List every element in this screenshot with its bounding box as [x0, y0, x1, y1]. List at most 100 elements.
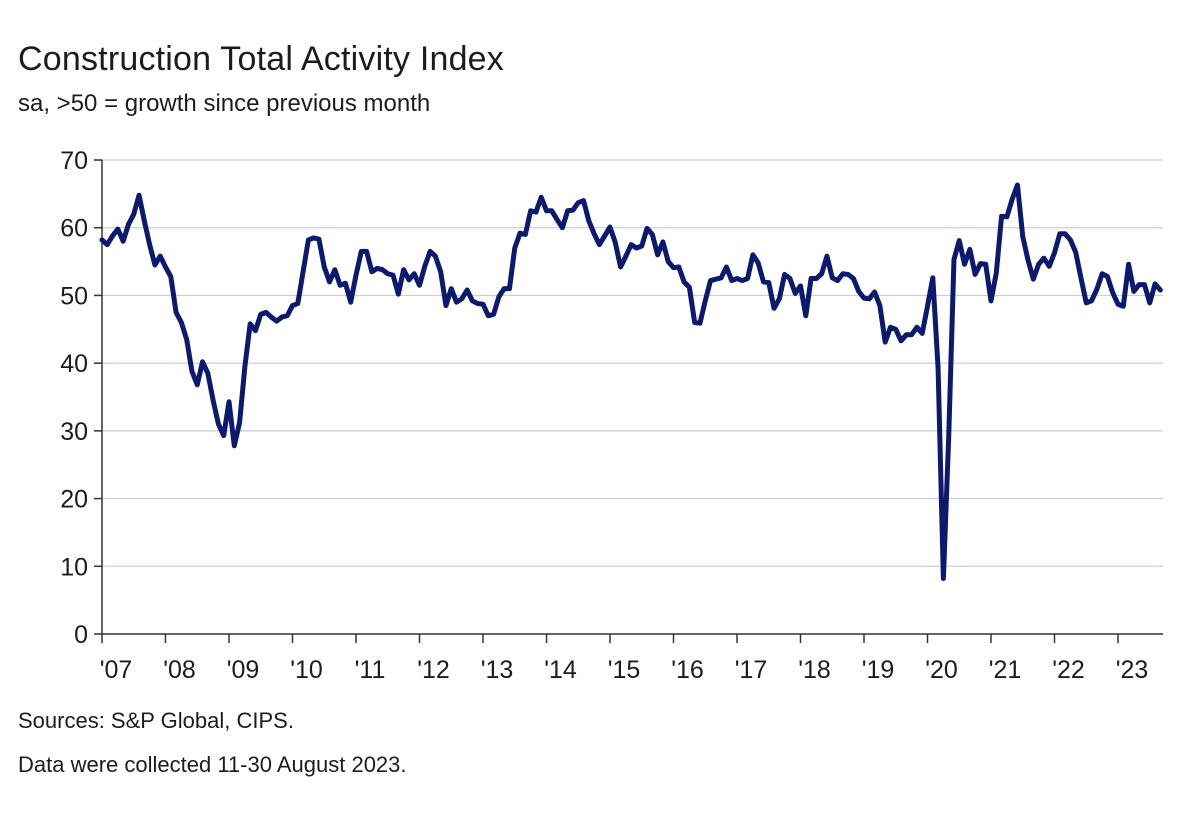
data-point	[1078, 275, 1084, 281]
data-point	[105, 242, 110, 247]
data-point	[793, 291, 798, 296]
x-tick-label: '17	[735, 656, 768, 684]
data-point	[740, 278, 745, 283]
data-point	[666, 259, 671, 264]
data-point	[374, 266, 380, 271]
data-point	[872, 289, 877, 295]
chart-title: Construction Total Activity Index	[18, 40, 504, 78]
y-tick-label: 20	[60, 486, 88, 514]
data-point	[1031, 276, 1036, 282]
data-point	[697, 320, 703, 326]
data-point	[597, 242, 602, 247]
data-point	[343, 281, 348, 286]
data-point	[221, 433, 226, 438]
x-tick-label: '07	[100, 656, 133, 684]
data-point	[142, 218, 147, 224]
data-point	[644, 226, 650, 231]
data-point	[930, 275, 935, 281]
data-point	[957, 238, 962, 243]
data-point	[226, 399, 232, 404]
data-point	[1110, 290, 1115, 295]
data-point	[1052, 250, 1057, 255]
data-point	[856, 289, 861, 294]
data-point	[1084, 300, 1089, 306]
data-point	[803, 313, 808, 318]
data-point	[152, 262, 158, 268]
data-point	[253, 328, 258, 333]
data-point	[449, 286, 454, 291]
data-point	[322, 264, 327, 270]
data-point	[115, 226, 121, 232]
data-point	[496, 294, 502, 299]
data-point	[427, 249, 433, 254]
data-point	[713, 276, 719, 282]
data-point	[1094, 287, 1100, 292]
data-point	[835, 278, 840, 283]
data-point	[549, 208, 554, 213]
x-tick-label: '21	[989, 656, 1022, 684]
x-tick-label: '23	[1116, 656, 1149, 684]
data-point	[819, 271, 824, 276]
data-point	[967, 247, 973, 252]
source-note: Sources: S&P Global, CIPS.	[18, 708, 294, 733]
data-point	[972, 272, 978, 277]
data-point	[1041, 255, 1047, 261]
data-point	[380, 267, 385, 272]
data-point	[242, 364, 248, 369]
data-point	[882, 339, 888, 345]
x-tick-label: '18	[798, 656, 831, 684]
data-point	[623, 253, 629, 259]
data-point	[258, 312, 263, 317]
data-point	[126, 222, 131, 227]
data-point	[1009, 197, 1015, 202]
x-tick-label: '10	[290, 656, 323, 684]
data-point	[729, 278, 734, 283]
data-point	[861, 295, 867, 301]
data-point	[1115, 302, 1121, 307]
data-point	[692, 320, 697, 325]
data-point	[544, 208, 549, 213]
data-point	[607, 224, 613, 230]
data-point	[999, 214, 1004, 219]
y-tick-label: 50	[60, 282, 88, 310]
x-tick-label: '20	[925, 656, 958, 684]
data-point	[978, 261, 983, 266]
data-point	[941, 576, 946, 581]
x-tick-label: '08	[163, 656, 196, 684]
y-tick-label: 40	[60, 350, 88, 378]
data-point	[523, 232, 528, 237]
data-point	[782, 272, 787, 277]
data-point	[237, 420, 242, 425]
data-point	[1121, 304, 1126, 309]
data-point	[734, 276, 740, 281]
data-point	[750, 252, 756, 257]
data-point	[438, 269, 443, 274]
data-point	[216, 421, 221, 427]
data-point	[507, 286, 512, 291]
data-point	[205, 371, 211, 376]
data-point	[766, 280, 771, 285]
data-point	[1004, 214, 1010, 220]
data-point	[904, 332, 909, 337]
y-tick-label: 60	[60, 215, 88, 243]
data-point	[459, 296, 465, 302]
data-point	[565, 208, 570, 213]
data-point	[634, 245, 639, 251]
data-point	[708, 278, 713, 283]
data-point	[173, 310, 179, 315]
x-tick-label: '11	[355, 656, 386, 684]
data-point	[867, 296, 872, 302]
data-point	[909, 332, 914, 337]
data-point	[1062, 231, 1068, 237]
x-tick-label: '12	[417, 656, 450, 684]
data-point	[311, 235, 316, 241]
data-point	[512, 245, 517, 251]
data-point	[576, 200, 581, 205]
data-point	[1057, 231, 1062, 237]
x-tick-label: '19	[862, 656, 895, 684]
data-point	[131, 211, 136, 217]
data-point	[486, 313, 491, 318]
data-point	[586, 218, 592, 224]
data-point	[845, 272, 851, 277]
